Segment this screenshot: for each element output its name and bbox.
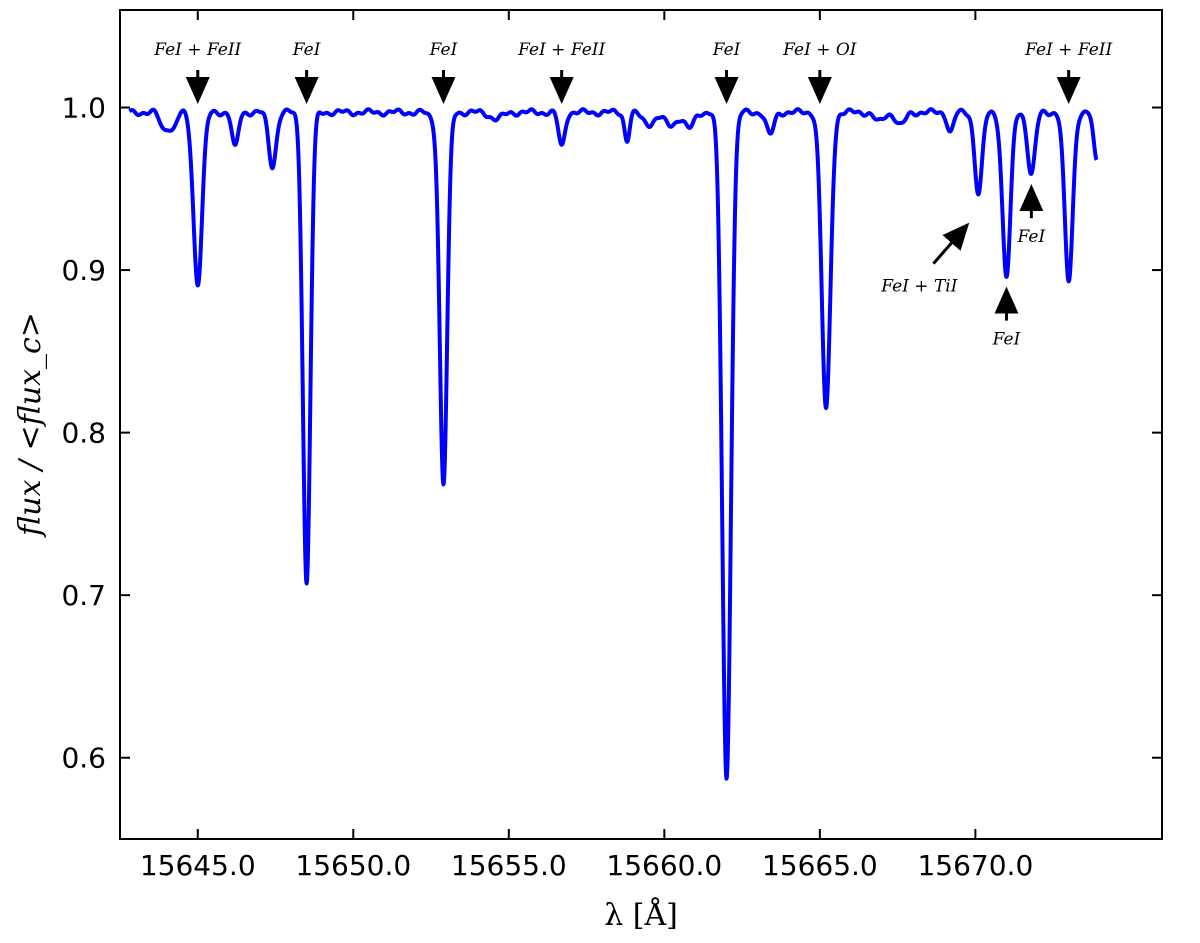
annotation-arrow <box>932 222 970 265</box>
y-tick-label: 0.9 <box>61 254 106 287</box>
plot-frame <box>119 9 1163 840</box>
spectrum-line <box>127 107 1099 781</box>
annotation-label: FeI <box>992 330 1021 350</box>
x-axis-title: λ [Å] <box>604 897 678 933</box>
x-tick-label: 15655.0 <box>451 849 567 882</box>
x-tick-label: 15665.0 <box>762 849 878 882</box>
line-annotations: FeI + FeII FeI FeI FeI + FeII FeI FeI + OI FeI… <box>153 40 1112 350</box>
y-tick-label: 0.7 <box>61 579 106 612</box>
y-tick-label: 1.0 <box>61 92 106 125</box>
axis-ticks <box>120 10 1162 839</box>
x-tick-label: 15660.0 <box>606 849 722 882</box>
annotation-label: FeI + TiI <box>880 277 957 297</box>
x-tick-label: 15645.0 <box>140 849 256 882</box>
y-tick-label: 0.6 <box>61 742 106 775</box>
x-tick-label: 15670.0 <box>917 849 1033 882</box>
annotation-label: FeI <box>712 40 741 60</box>
annotation-label: FeI + OI <box>782 40 857 60</box>
annotation-label: FeI <box>1017 227 1046 247</box>
x-tick-label: 15650.0 <box>295 849 411 882</box>
plot-background <box>120 10 1162 839</box>
annotation-label: FeI <box>292 40 321 60</box>
annotation-label: FeI + FeII <box>517 40 605 60</box>
y-axis-title: flux / <flux_c> <box>13 312 48 538</box>
annotation-label: FeI <box>429 40 458 60</box>
tick-labels: 15645.0 15650.0 15655.0 15660.0 15665.0 15670… <box>61 92 1033 882</box>
annotation-label: FeI + FeII <box>1024 40 1112 60</box>
y-tick-label: 0.8 <box>61 417 106 450</box>
annotation-label: FeI + FeII <box>153 40 241 60</box>
